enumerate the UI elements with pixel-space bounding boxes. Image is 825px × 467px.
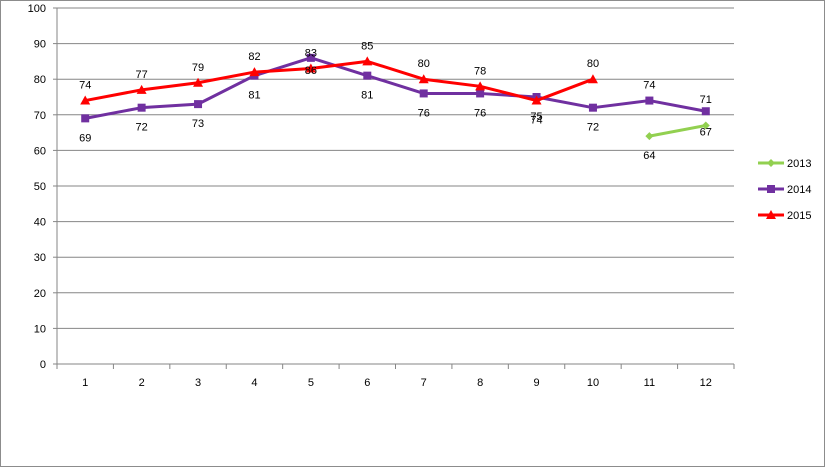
- data-label-2015-4: 82: [248, 51, 260, 63]
- legend-item-2015: 2015: [758, 210, 811, 222]
- x-tick-label-10: 10: [587, 377, 599, 389]
- data-label-2014-1: 69: [79, 132, 91, 144]
- data-label-2014-5: 86: [305, 65, 317, 77]
- point-2014-5: [306, 53, 315, 62]
- data-label-2014-9: 75: [530, 111, 542, 123]
- point-2014-10: [588, 103, 597, 112]
- point-2015-8: [475, 81, 486, 91]
- x-tick-label-1: 1: [82, 377, 88, 389]
- y-axis-ticks: 0 10 20 30 40 50 60 70 80 90 100: [28, 3, 57, 371]
- data-label-2013-11: 64: [643, 150, 655, 162]
- y-tick-label-100: 100: [28, 3, 46, 15]
- point-2015-10: [587, 74, 598, 84]
- data-label-2015-9: 74: [530, 115, 542, 127]
- x-tick-label-5: 5: [308, 377, 314, 389]
- data-label-2015-10: 80: [587, 58, 599, 70]
- x-tick-label-3: 3: [195, 377, 201, 389]
- x-tick-label-11: 11: [644, 377, 655, 389]
- x-tick-label-7: 7: [421, 377, 427, 389]
- point-2015-5: [305, 63, 316, 73]
- point-2014-6: [363, 71, 372, 80]
- point-2015-7: [418, 74, 429, 84]
- legend-label-2015: 2015: [787, 210, 811, 222]
- point-2014-7: [419, 89, 428, 98]
- y-tick-label-30: 30: [34, 252, 46, 264]
- x-axis-ticks: 1 2 3 4 5 6 7 8 9 10 11 12: [56, 364, 735, 389]
- x-tick-label-8: 8: [477, 377, 483, 389]
- data-label-2013-12: 67: [700, 126, 712, 138]
- point-2015-3: [193, 77, 204, 87]
- plot-series: [80, 53, 710, 141]
- data-label-2014-2: 72: [136, 122, 148, 134]
- y-tick-label-90: 90: [34, 39, 46, 51]
- series-line-2015: [84, 59, 594, 103]
- y-tick-label-20: 20: [34, 288, 46, 300]
- legend-label-2013: 2013: [787, 158, 811, 170]
- series-line-2013: [649, 124, 707, 138]
- point-2015-1: [80, 95, 91, 105]
- legend-marker-2015: [766, 210, 776, 219]
- y-tick-label-80: 80: [34, 74, 46, 86]
- y-tick-label-10: 10: [34, 323, 46, 335]
- point-2013-12: [701, 121, 710, 130]
- series-2013: [645, 121, 710, 141]
- data-label-2014-6: 81: [361, 90, 373, 102]
- data-label-2015-6: 85: [361, 40, 373, 52]
- series-line-2014: [84, 56, 707, 120]
- gridlines: [57, 7, 734, 329]
- point-2013-11: [645, 132, 654, 141]
- data-label-2014-3: 73: [192, 118, 204, 130]
- point-2015-2: [136, 84, 147, 94]
- legend-item-2013: 2013: [758, 158, 811, 170]
- data-label-2015-7: 80: [418, 58, 430, 70]
- data-label-2014-8: 76: [474, 107, 486, 119]
- data-label-2014-4: 81: [248, 90, 260, 102]
- data-label-2015-5: 83: [305, 48, 317, 60]
- legend-marker-2013: [767, 159, 775, 167]
- point-2014-8: [476, 89, 485, 98]
- data-label-2014-10: 72: [587, 122, 599, 134]
- series-2014: [81, 53, 710, 123]
- point-2015-9: [531, 95, 542, 105]
- x-tick-label-4: 4: [251, 377, 257, 389]
- y-tick-label-70: 70: [34, 110, 46, 122]
- legend-item-2014: 2014: [758, 184, 811, 196]
- data-label-2014-11: 74: [643, 80, 655, 92]
- data-label-2015-2: 77: [136, 69, 148, 81]
- legend-label-2014: 2014: [787, 184, 811, 196]
- point-2015-6: [362, 56, 373, 66]
- point-2014-2: [137, 103, 146, 112]
- data-label-2015-3: 79: [192, 62, 204, 74]
- data-label-2015-1: 74: [79, 80, 91, 92]
- point-2014-3: [194, 100, 203, 109]
- point-2015-4: [249, 67, 260, 77]
- legend-marker-2014: [767, 185, 775, 193]
- data-label-2014-7: 76: [418, 107, 430, 119]
- point-2014-12: [701, 107, 710, 116]
- series-2015: [80, 56, 598, 105]
- y-tick-label-60: 60: [34, 145, 46, 157]
- legend: 2013 2014 2015: [758, 158, 811, 222]
- data-labels: 64 67 69 72 73 81 86 81 76 76 75 72 74 71 74 77 79 82 83 85…: [79, 40, 712, 162]
- point-2014-1: [81, 114, 90, 123]
- y-tick-label-50: 50: [34, 181, 46, 193]
- x-tick-label-2: 2: [139, 377, 145, 389]
- point-2014-11: [645, 96, 654, 105]
- data-label-2014-12: 71: [700, 94, 712, 106]
- x-tick-label-12: 12: [700, 377, 712, 389]
- x-tick-label-9: 9: [533, 377, 539, 389]
- x-tick-label-6: 6: [364, 377, 370, 389]
- y-tick-label-40: 40: [34, 217, 46, 229]
- y-tick-label-0: 0: [40, 359, 46, 371]
- data-label-2015-8: 78: [474, 65, 486, 77]
